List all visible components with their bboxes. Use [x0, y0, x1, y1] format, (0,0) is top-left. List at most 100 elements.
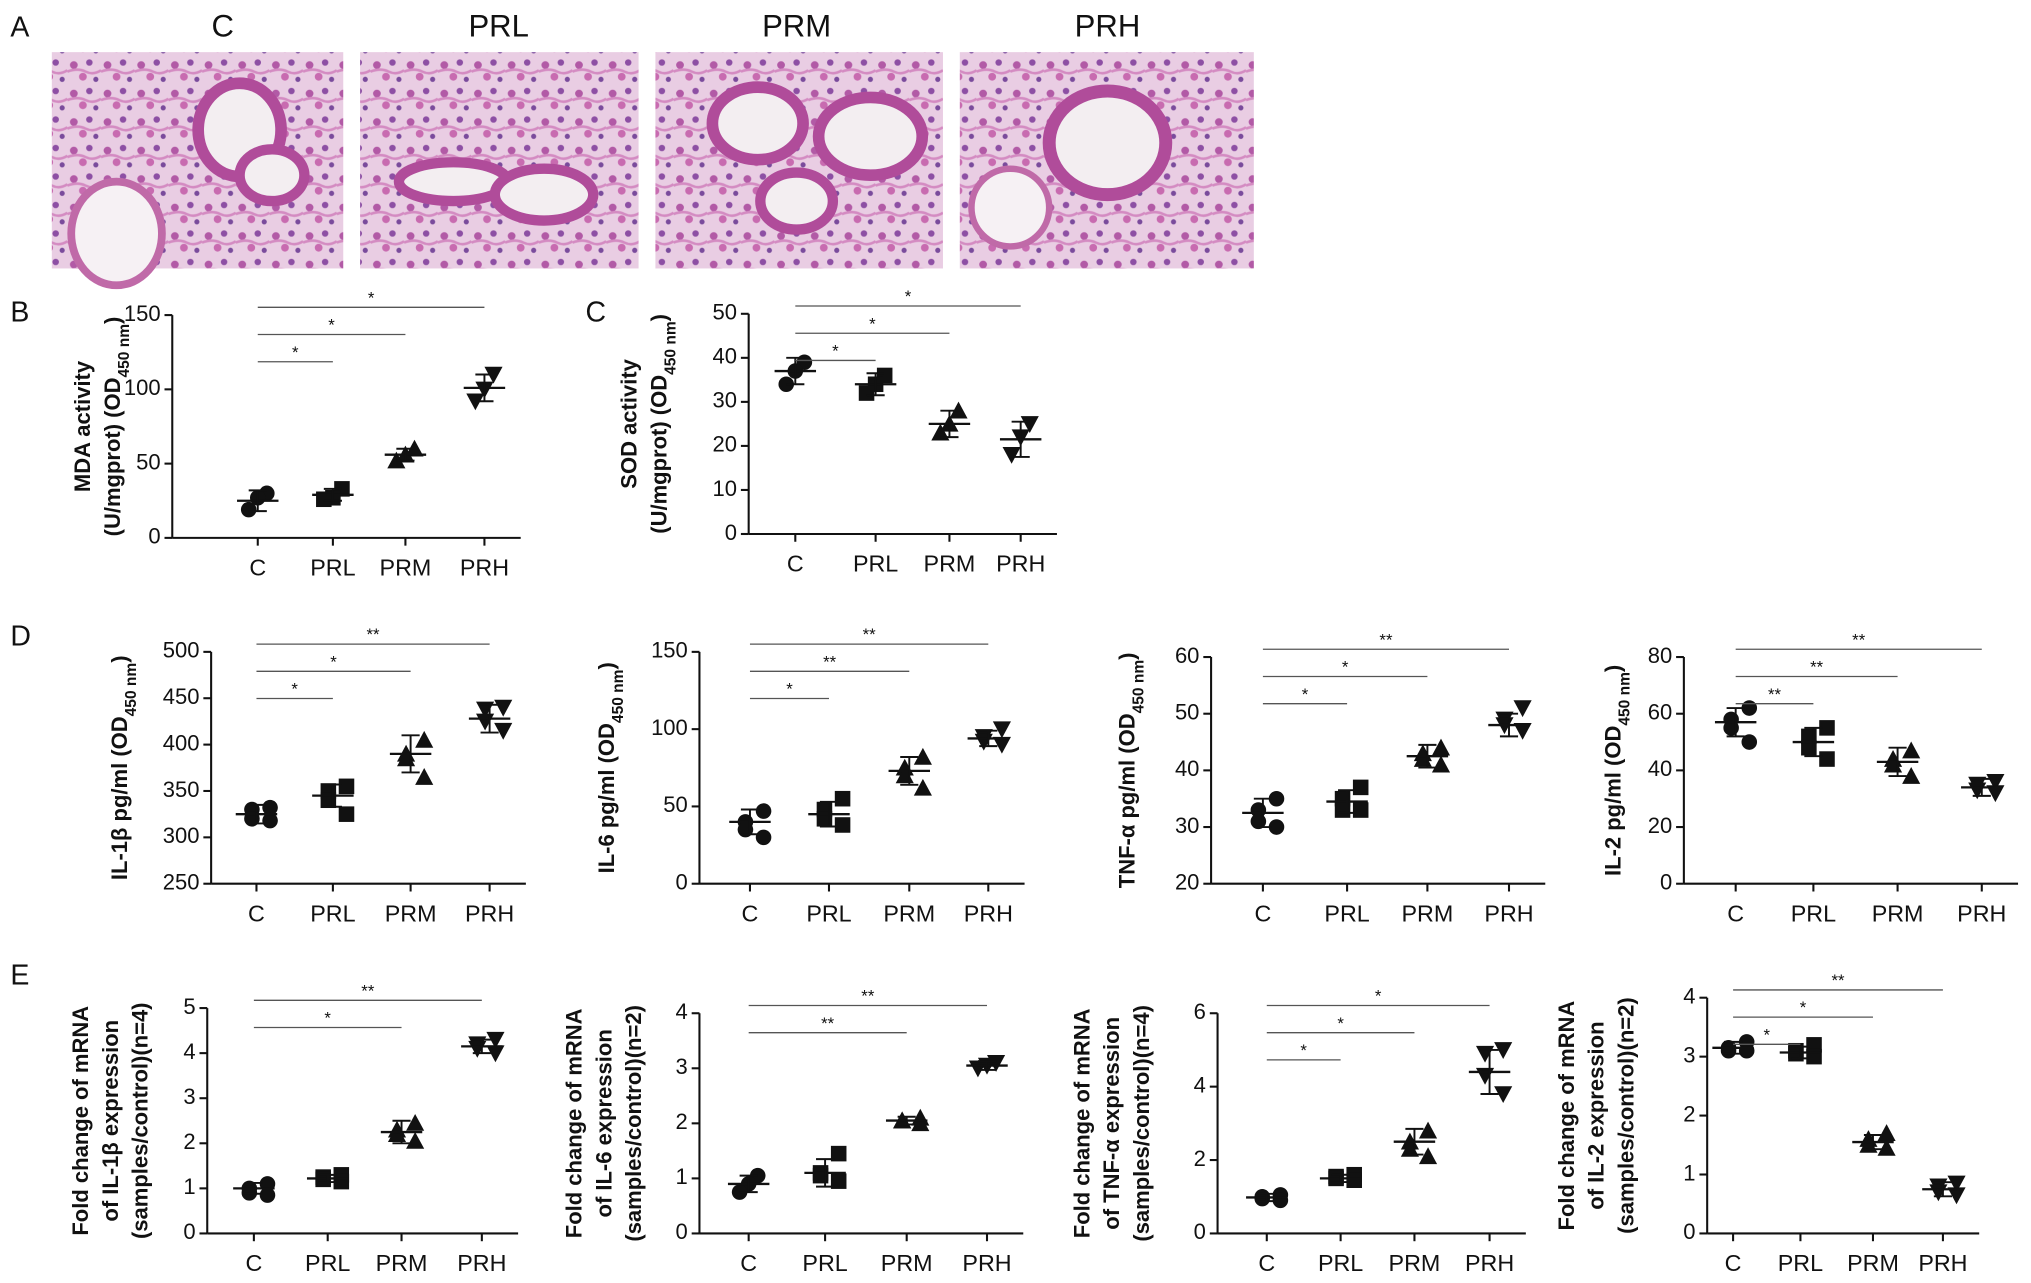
- y-axis-label: (U/mgprot) (OD450 nm): [100, 317, 133, 537]
- data-point: [262, 812, 278, 829]
- significance-label: **: [1768, 685, 1782, 704]
- data-point: [1494, 1042, 1513, 1060]
- y-tick-label: 5: [183, 994, 195, 1019]
- x-tick-label: C: [1254, 900, 1271, 926]
- y-axis-label: TNF-α pg/ml (OD450 nm): [1115, 653, 1148, 889]
- y-tick-label: 30: [1175, 813, 1199, 838]
- y-axis-label: of IL-1β expression: [98, 1020, 123, 1222]
- x-tick-label: PRM: [380, 554, 432, 580]
- data-point: [1418, 1121, 1438, 1139]
- y-tick-label: 0: [725, 520, 737, 545]
- error-bar: [472, 1038, 491, 1055]
- significance-label: **: [821, 1014, 835, 1033]
- y-tick-label: 2: [183, 1129, 195, 1154]
- error-bar: [1331, 1173, 1350, 1184]
- y-tick-label: 20: [1648, 813, 1672, 838]
- significance-label: **: [1379, 630, 1393, 649]
- y-tick-label: 40: [713, 344, 737, 369]
- data-point: [913, 778, 932, 796]
- x-tick-label: C: [248, 900, 265, 926]
- significance-label: **: [861, 987, 875, 1006]
- image-label: C: [212, 9, 234, 44]
- significance-label: **: [823, 652, 837, 671]
- data-point: [1352, 779, 1369, 796]
- y-axis-label-subscript: 450 nm: [609, 670, 626, 724]
- y-tick-label: 350: [163, 777, 200, 802]
- significance-label: *: [786, 680, 793, 699]
- chart: 0 1 2 3 4 C PRL PRM PRH Fold change of mRNA of IL-…: [562, 987, 1024, 1276]
- x-tick-label: PRL: [853, 551, 898, 577]
- data-point: [911, 1114, 930, 1132]
- y-tick-label: 300: [163, 823, 200, 848]
- significance-label: *: [368, 288, 375, 307]
- error-bar: [1933, 1181, 1952, 1198]
- y-tick-label: 0: [183, 1219, 195, 1244]
- y-tick-label: 20: [713, 432, 737, 457]
- significance-label: *: [905, 287, 912, 306]
- y-tick-label: 0: [1194, 1219, 1206, 1244]
- y-axis-label-part: ): [100, 317, 125, 324]
- data-point: [338, 806, 355, 822]
- data-point: [1929, 1184, 1948, 1202]
- data-point: [1020, 416, 1039, 433]
- error-bar: [1972, 777, 1991, 797]
- significance-label: **: [366, 625, 380, 644]
- x-tick-label: C: [1725, 1250, 1742, 1276]
- error-bar: [1804, 726, 1823, 758]
- airway: [755, 167, 839, 235]
- error-bar: [323, 783, 342, 808]
- error-bar: [1726, 707, 1745, 738]
- significance-label: **: [1831, 971, 1845, 990]
- x-tick-label: PRM: [1872, 900, 1924, 926]
- y-tick-label: 450: [163, 684, 200, 709]
- error-bar: [900, 755, 919, 786]
- vessel: [968, 165, 1053, 250]
- panel-label: A: [10, 12, 29, 44]
- y-tick-label: 50: [136, 449, 160, 474]
- y-tick-label: 3: [1683, 1042, 1695, 1067]
- x-tick-label: PRL: [1318, 1250, 1363, 1276]
- chart: 0 50 100 150 C PRL PRM PRH MDA activity (U/mgprot…: [70, 288, 521, 580]
- y-axis-label: (samples/control)(n=2): [621, 1005, 646, 1242]
- y-axis-label: (samples/control)(n=4): [128, 1002, 153, 1239]
- data-point: [468, 1040, 487, 1058]
- significance-label: **: [361, 981, 375, 1000]
- data-point: [1877, 1124, 1896, 1142]
- data-point: [476, 713, 495, 731]
- data-point: [858, 385, 875, 401]
- error-bar: [739, 1174, 758, 1194]
- data-point: [1986, 785, 2005, 803]
- y-tick-label: 1: [676, 1164, 688, 1189]
- y-axis-label-part: IL-6 pg/ml (OD: [594, 723, 619, 873]
- x-tick-label: C: [787, 551, 804, 577]
- error-bar: [392, 1119, 411, 1145]
- data-point: [1268, 819, 1285, 835]
- x-tick-label: PRM: [385, 900, 437, 926]
- significance-label: **: [863, 625, 877, 644]
- data-point: [240, 501, 257, 518]
- data-point: [1738, 1042, 1755, 1059]
- data-point: [415, 730, 434, 748]
- x-tick-label: C: [1258, 1250, 1275, 1276]
- error-bar: [786, 356, 805, 386]
- error-bar: [866, 372, 885, 397]
- y-axis-label-part: ): [1600, 665, 1625, 672]
- image-label: PRM: [762, 9, 831, 44]
- y-axis-label: (U/mgprot) (OD450 nm): [646, 314, 679, 534]
- y-axis-label: Fold change of mRNA: [1069, 1008, 1094, 1238]
- data-point: [834, 790, 851, 807]
- chart: 0 50 100 150 C PRL PRM PRH IL-6 pg/ml (OD450 nm)…: [594, 625, 1025, 926]
- y-tick-label: 20: [1175, 870, 1199, 895]
- error-bar: [740, 808, 760, 836]
- chart: 0 10 20 30 40 50 C PRL PRM PRH SOD activity (U/mgpr…: [617, 287, 1057, 577]
- x-tick-label: C: [245, 1250, 262, 1276]
- panel-label: D: [10, 620, 31, 652]
- y-axis-label-subscript: 450 nm: [1130, 660, 1147, 714]
- image-label: PRL: [468, 9, 528, 44]
- data-point: [1346, 1172, 1362, 1189]
- x-tick-label: PRH: [962, 1250, 1011, 1276]
- y-axis-label: SOD activity: [617, 358, 642, 488]
- error-bar: [1405, 1127, 1424, 1156]
- y-tick-label: 500: [163, 638, 200, 663]
- x-tick-label: C: [740, 1250, 757, 1276]
